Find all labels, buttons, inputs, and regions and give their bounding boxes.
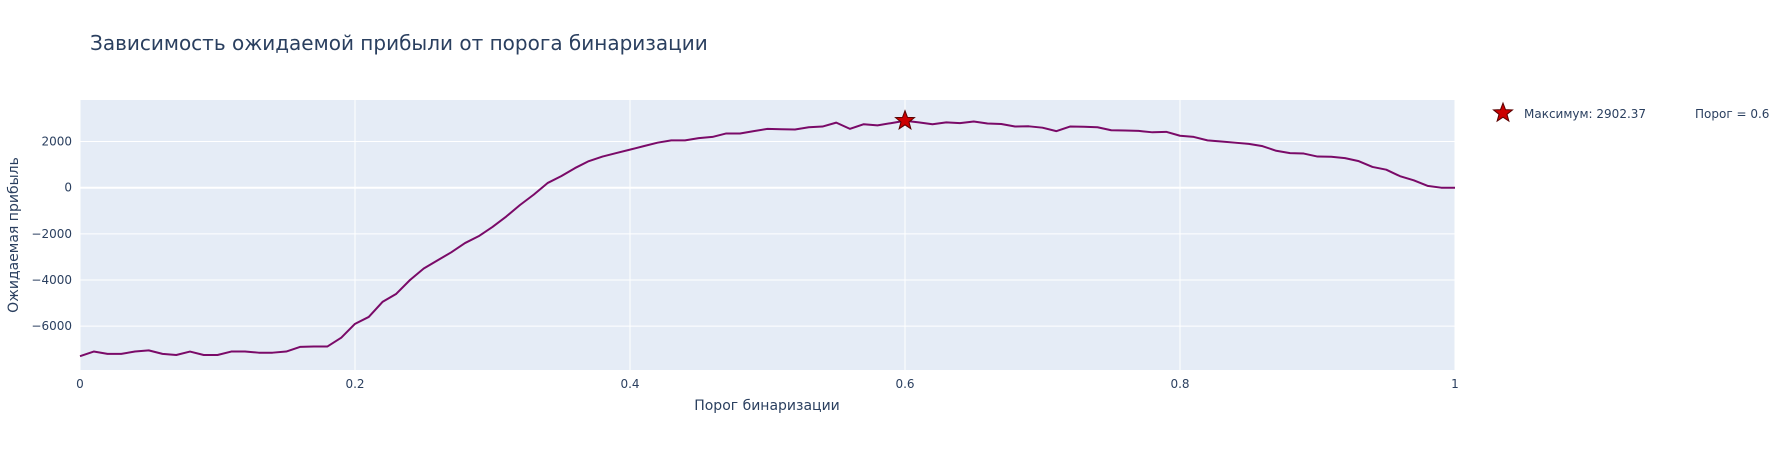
- x-tick-label: 0.8: [1170, 377, 1189, 391]
- y-tick-label: −4000: [31, 273, 72, 287]
- maximum-star-marker: [894, 109, 916, 130]
- x-tick-label: 0: [76, 377, 84, 391]
- chart-title: Зависимость ожидаемой прибыли от порога …: [90, 31, 708, 55]
- y-tick-label: −6000: [31, 319, 72, 333]
- y-tick-label: −2000: [31, 227, 72, 241]
- x-tick-label: 0.2: [345, 377, 364, 391]
- series-layer: [79, 119, 1455, 358]
- legend-label: Максимум: 2902.37: [1524, 107, 1646, 121]
- x-tick-label: 1: [1451, 377, 1459, 391]
- legend: Максимум: 2902.37 Порог = 0.6: [1492, 101, 1769, 123]
- marker-layer: [894, 109, 916, 130]
- grid-layer: [79, 100, 1456, 370]
- axis-layer: 0 0.2 0.4 0.6 0.8 1 −6000 −4000 −2000 0 2000: [31, 135, 1458, 391]
- series-line: [79, 119, 1455, 358]
- annotation-threshold: Порог = 0.6: [1695, 107, 1769, 121]
- x-tick-label: 0.4: [620, 377, 639, 391]
- legend-star-shape: [1492, 101, 1514, 123]
- x-tick-label: 0.6: [895, 377, 914, 391]
- legend-star-icon: [1492, 101, 1514, 123]
- y-tick-label: 0: [64, 181, 72, 195]
- plot-area: [80, 100, 1455, 370]
- y-axis-title: Ожидаемая прибыль: [6, 157, 22, 313]
- x-axis-title: Порог бинаризации: [694, 398, 840, 414]
- y-tick-label: 2000: [41, 135, 72, 149]
